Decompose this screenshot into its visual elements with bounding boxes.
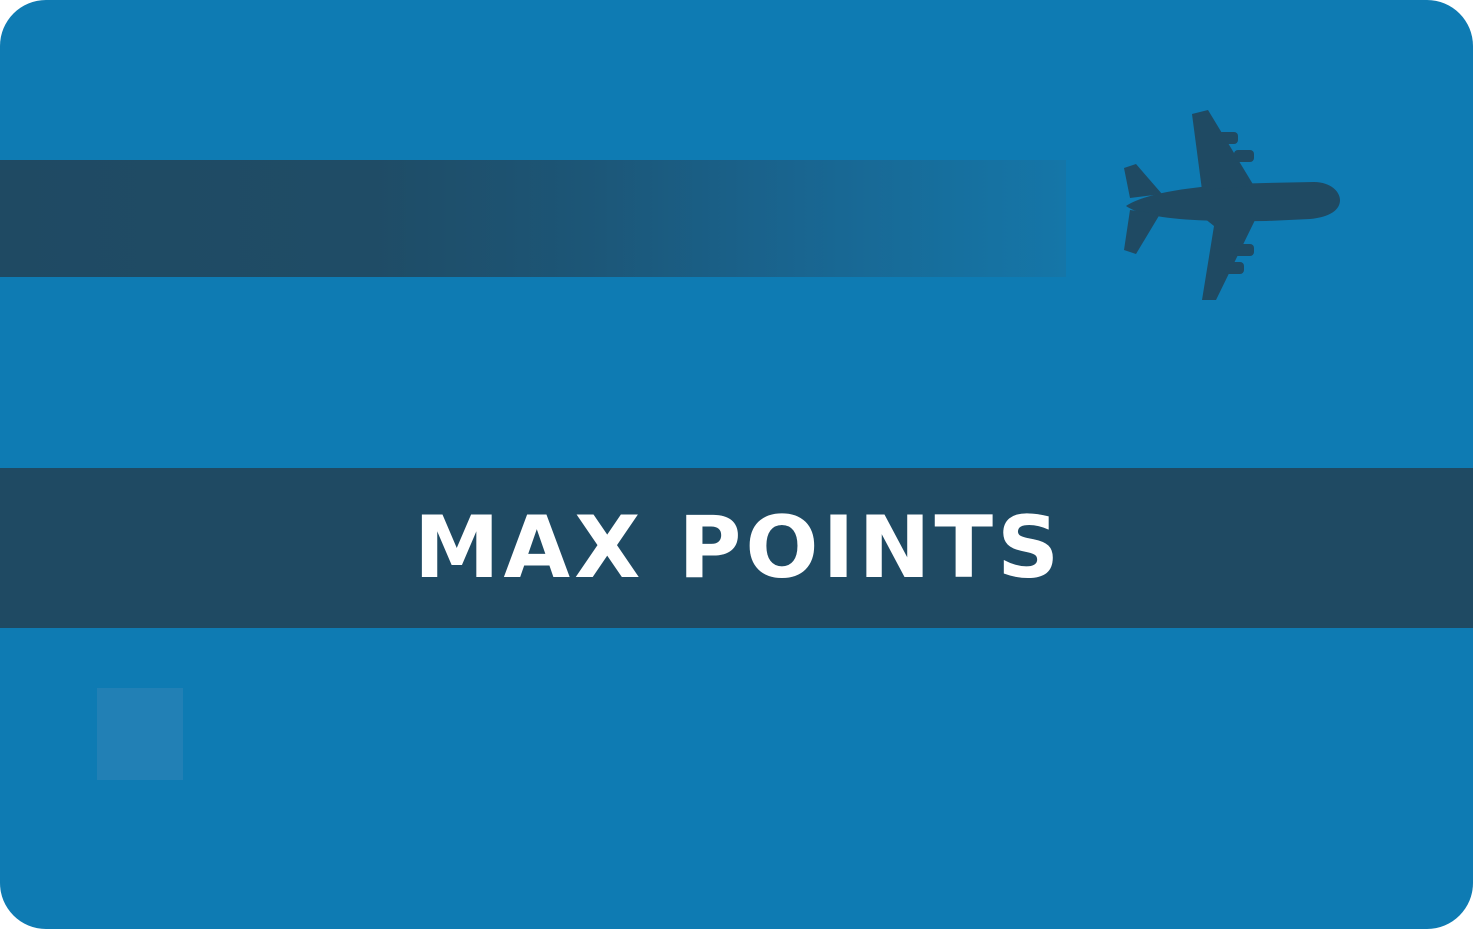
card-chip bbox=[97, 688, 183, 780]
brand-band: MAX POINTS bbox=[0, 468, 1473, 628]
airplane-icon bbox=[1124, 110, 1340, 300]
brand-name: MAX POINTS bbox=[413, 498, 1064, 598]
contrail-stripe bbox=[0, 160, 1066, 277]
